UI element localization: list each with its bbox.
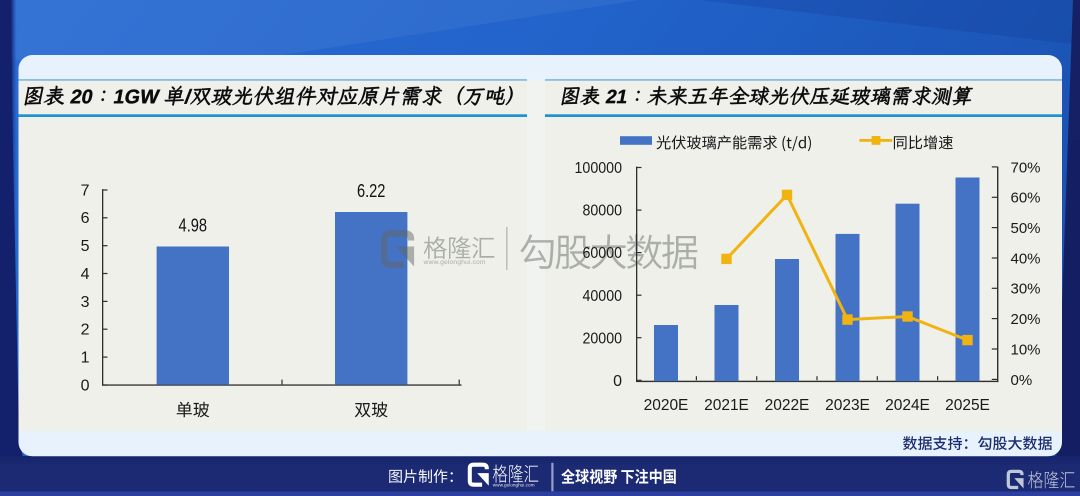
svg-text:30%: 30% <box>1011 281 1041 298</box>
svg-text:0: 0 <box>613 373 622 390</box>
svg-text:0%: 0% <box>1011 372 1033 389</box>
svg-text:6.22: 6.22 <box>357 181 386 201</box>
svg-text:60000: 60000 <box>583 245 623 262</box>
svg-text:20000: 20000 <box>583 330 623 347</box>
svg-text:80000: 80000 <box>583 203 623 220</box>
svg-text:4.98: 4.98 <box>179 216 208 236</box>
svg-text:50%: 50% <box>1011 220 1041 237</box>
svg-text:2: 2 <box>81 322 90 339</box>
svg-text:www.gelonghui.com: www.gelonghui.com <box>423 259 486 266</box>
svg-text:4: 4 <box>81 266 90 283</box>
svg-text:100000: 100000 <box>575 160 623 177</box>
svg-text:www.gelonghui.com: www.gelonghui.com <box>493 482 535 487</box>
svg-text:3: 3 <box>81 294 90 311</box>
svg-text:60%: 60% <box>1011 190 1041 207</box>
svg-text:2022E: 2022E <box>765 397 810 414</box>
svg-text:0: 0 <box>81 377 90 394</box>
svg-text:70%: 70% <box>1011 159 1041 176</box>
svg-text:5: 5 <box>81 238 90 255</box>
svg-text:2021E: 2021E <box>704 397 749 414</box>
svg-text:40%: 40% <box>1011 250 1041 267</box>
svg-text:7: 7 <box>81 182 90 199</box>
svg-text:2020E: 2020E <box>644 397 689 414</box>
svg-text:6: 6 <box>81 210 90 227</box>
svg-text:2025E: 2025E <box>945 397 990 414</box>
svg-text:10%: 10% <box>1011 341 1041 358</box>
svg-text:40000: 40000 <box>583 288 623 305</box>
svg-text:20%: 20% <box>1011 311 1041 328</box>
svg-text:1: 1 <box>81 350 90 367</box>
svg-text:2024E: 2024E <box>885 397 930 414</box>
svg-text:2023E: 2023E <box>825 397 870 414</box>
